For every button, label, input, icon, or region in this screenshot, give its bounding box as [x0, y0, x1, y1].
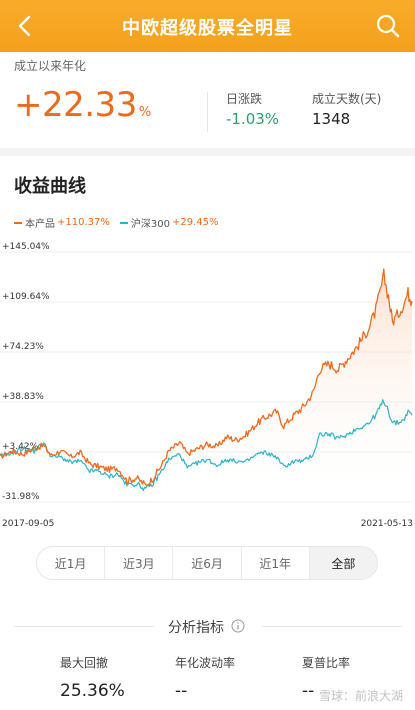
tab-6-months[interactable]: 近6月: [173, 547, 242, 579]
chart-section-title: 收益曲线: [14, 176, 86, 197]
legend-swatch-hs300: [119, 221, 128, 224]
product-area-fill: [0, 269, 412, 502]
legend-value-hs300: +29.45%: [171, 217, 219, 228]
metric-value: --: [302, 681, 315, 701]
y-tick-label: +74.23%: [2, 342, 44, 352]
search-icon[interactable]: [375, 13, 401, 39]
top-nav-bar: 中欧超级股票全明星: [0, 0, 415, 52]
info-icon[interactable]: [231, 619, 245, 633]
analysis-title: 分析指标: [168, 620, 224, 636]
annualized-return-value: +22.33%: [14, 85, 151, 125]
series-line-hs300: [0, 399, 413, 492]
metric-label: 夏普比率: [302, 656, 351, 670]
metric-label: 年化波动率: [175, 656, 236, 670]
legend-swatch-product: [14, 221, 22, 224]
tab-1-year[interactable]: 近1年: [242, 547, 310, 579]
page-title: 中欧超级股票全明星: [122, 18, 293, 39]
legend-name-product: 本产品: [25, 219, 55, 230]
series-line-product: [0, 268, 413, 487]
tab-3-months[interactable]: 近3月: [105, 547, 174, 579]
metric-sharpe-ratio: 夏普比率 --: [302, 654, 350, 701]
days-since-inception-value: 1348: [312, 110, 351, 128]
legend-name-hs300: 沪深300: [130, 219, 170, 230]
daily-change-value: -1.03%: [226, 110, 280, 128]
annualized-return-number: +22.33: [14, 85, 137, 125]
days-since-inception-label: 成立天数(天): [312, 92, 382, 106]
metric-annual-volatility: 年化波动率 --: [175, 654, 235, 701]
summary-divider: [207, 92, 208, 132]
fund-summary: 成立以来年化 +22.33% 日涨跌 -1.03% 成立天数(天) 1348: [0, 52, 415, 148]
tab-1-month[interactable]: 近1月: [37, 547, 106, 579]
back-arrow-icon[interactable]: [12, 12, 40, 40]
return-chart[interactable]: +145.04%+109.64%+74.23%+38.83%+3.42%-31.…: [0, 240, 415, 532]
analysis-divider-left: [14, 626, 154, 627]
return-chart-svg: +145.04%+109.64%+74.23%+38.83%+3.42%-31.…: [0, 242, 413, 529]
y-tick-label: +109.64%: [2, 292, 50, 302]
y-tick-label: +145.04%: [2, 242, 50, 252]
x-tick-label-end: 2021-05-13: [361, 519, 413, 529]
x-tick-label-start: 2017-09-05: [2, 519, 54, 529]
y-tick-label: +38.83%: [2, 392, 44, 402]
legend-item-hs300[interactable]: 沪深300 +29.45%: [119, 215, 219, 230]
daily-change-label: 日涨跌: [226, 92, 263, 106]
chart-legend: 本产品 +110.37% 沪深300 +29.45%: [14, 215, 228, 230]
metric-max-drawdown: 最大回撤 25.36%: [60, 654, 125, 701]
metric-label: 最大回撤: [60, 656, 109, 670]
annualized-label: 成立以来年化: [14, 59, 87, 73]
metric-value: --: [175, 681, 188, 701]
legend-value-product: +110.37%: [57, 217, 110, 228]
section-gap: [0, 148, 415, 156]
tab-all[interactable]: 全部: [309, 547, 377, 579]
annualized-return-pct: %: [138, 105, 151, 120]
legend-item-product[interactable]: 本产品 +110.37%: [14, 215, 110, 230]
watermark: 雪球：前浪大湖: [318, 689, 403, 703]
y-tick-label: +3.42%: [2, 442, 39, 452]
metric-value: 25.36%: [60, 681, 125, 701]
analysis-divider-right: [262, 626, 402, 627]
time-range-tabs: 近1月 近3月 近6月 近1年 全部: [36, 546, 378, 580]
